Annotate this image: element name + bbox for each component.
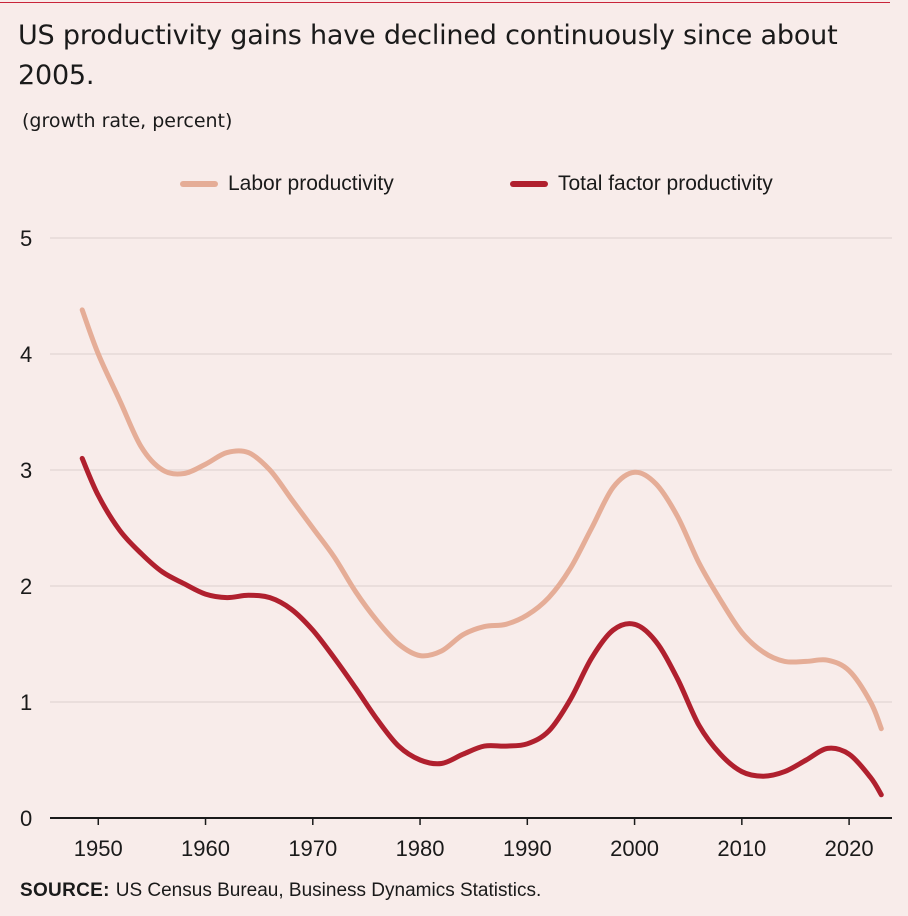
chart-title: US productivity gains have declined cont… (18, 20, 838, 91)
legend-label-tfp: Total factor productivity (558, 172, 773, 195)
x-tick-label-1960: 1960 (181, 836, 230, 861)
x-tick-label-2020: 2020 (825, 836, 874, 861)
source-label: SOURCE: (20, 880, 110, 901)
x-tick-label-1980: 1980 (396, 836, 445, 861)
series-line-total-factor-productivity (79, 455, 884, 798)
chart-subtitle: (growth rate, percent) (22, 110, 233, 132)
y-tick-label-0: 0 (20, 806, 32, 831)
x-tick-label-2000: 2000 (610, 836, 659, 861)
series-line-labor-productivity (79, 307, 884, 732)
legend-swatch-tfp (510, 181, 548, 187)
y-tick-label-5: 5 (20, 226, 32, 251)
y-tick-label-3: 3 (20, 458, 32, 483)
y-tick-label-4: 4 (20, 342, 32, 367)
x-tick-label-1990: 1990 (503, 836, 552, 861)
y-tick-label-1: 1 (20, 690, 32, 715)
legend: Labor productivity Total factor producti… (0, 172, 908, 202)
source-note: SOURCE: US Census Bureau, Business Dynami… (20, 880, 541, 902)
legend-item-labor: Labor productivity (180, 172, 394, 196)
legend-swatch-labor (180, 181, 218, 187)
x-tick-label-2010: 2010 (717, 836, 766, 861)
top-accent-rule (0, 2, 890, 3)
source-text: US Census Bureau, Business Dynamics Stat… (115, 880, 542, 901)
x-tick-label-1970: 1970 (288, 836, 337, 861)
y-tick-label-2: 2 (20, 574, 32, 599)
legend-label-labor: Labor productivity (228, 172, 394, 195)
x-tick-label-1950: 1950 (74, 836, 123, 861)
legend-item-tfp: Total factor productivity (510, 172, 773, 196)
